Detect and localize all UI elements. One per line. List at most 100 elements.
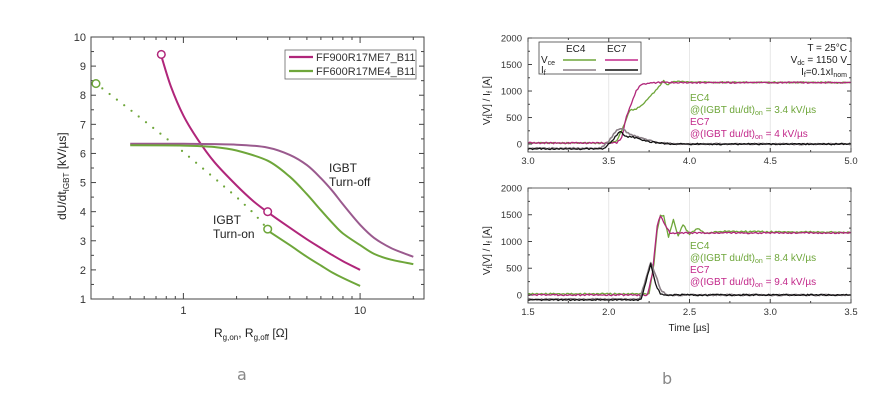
dotted-series-point xyxy=(115,98,118,101)
legend-row-vce: Vce xyxy=(541,55,555,67)
dotted-series-point xyxy=(101,87,104,90)
y-tick-label-b-top: 2000 xyxy=(501,34,522,45)
condition-if: If=0.1xInom xyxy=(801,67,847,79)
annotation-turn-on-line1: IGBT xyxy=(213,213,242,227)
annot-top-ec7-suffix: = 4 kV/µs xyxy=(763,129,808,140)
annot-bot-ec4-sub: on xyxy=(755,258,763,265)
x-tick-label-b-bottom: 2.5 xyxy=(683,307,696,318)
yl-bb-isub: f xyxy=(487,241,494,243)
vdc-val: = 1150 V xyxy=(805,55,848,66)
x-axis-label-a: Rg,on, Rg,off [Ω] xyxy=(214,326,288,342)
yl-bt-mid: [V] / I xyxy=(482,93,493,116)
y-tick-label-b-bottom: 2000 xyxy=(501,184,522,195)
ylabel-unit: [kV/µs] xyxy=(55,132,69,172)
xlabel-sub1: g,on xyxy=(223,333,239,342)
series-marker-circle xyxy=(263,224,273,234)
dotted-series-point xyxy=(180,149,184,152)
dotted-series-point xyxy=(130,109,133,112)
annot-bot-ec4-suffix: = 8.4 kV/µs xyxy=(763,253,816,264)
y-tick-label-b-bottom: 0 xyxy=(517,290,522,301)
annot-top-ec4-sub: on xyxy=(755,110,763,117)
y-tick-label-b-bottom: 1500 xyxy=(501,210,522,221)
annotation-turn-off-line2: Turn-off xyxy=(329,175,371,189)
dotted-series-point xyxy=(137,115,140,118)
y-tick-label-b-top: 1000 xyxy=(501,87,522,98)
y-tick-label-b-bottom: 1000 xyxy=(501,237,522,248)
x-axis-label-b: Time [µs] xyxy=(669,323,710,334)
x-tick-label-a: 10 xyxy=(354,305,366,317)
annot-top-ec7-label: EC7 xyxy=(690,117,710,128)
xlabel-sep: , xyxy=(238,326,245,340)
dotted-series-point xyxy=(250,210,253,213)
y-tick-label-a: 5 xyxy=(80,178,86,190)
series-marker-circle xyxy=(156,49,166,60)
x-tick-label-b-top: 3.5 xyxy=(602,156,615,167)
waveform-b-bottom-3 xyxy=(527,263,852,302)
y-tick-label-b-top: 0 xyxy=(517,140,522,151)
series-marker-circle xyxy=(91,79,101,89)
if-mid: =0.1xI xyxy=(806,67,834,78)
legend-vce-sub: ce xyxy=(548,60,556,67)
waveform-b-bottom-1 xyxy=(527,215,852,297)
annot-top-ec4-suffix: = 3.4 kV/µs xyxy=(763,105,816,116)
legend-col-ec7: EC7 xyxy=(607,44,627,55)
legend-a: FF900R17ME7_B11 FF600R17ME4_B11 xyxy=(284,49,417,80)
xlabel-main1: R xyxy=(214,326,223,340)
series-line-4 xyxy=(130,144,414,266)
yl-bb-v: V xyxy=(482,268,493,275)
if-main: I xyxy=(801,67,804,78)
legend-col-ec4: EC4 xyxy=(566,44,586,55)
annot-bot-ec4-label: EC4 xyxy=(690,241,710,252)
annot-bot-ec7-prefix: @(IGBT du/dt) xyxy=(690,277,755,288)
dotted-series-point xyxy=(166,138,169,141)
y-tick-label-a: 3 xyxy=(80,236,86,248)
vdc-main: V xyxy=(791,55,798,66)
caption-b: b xyxy=(662,369,672,388)
x-tick-label-b-bottom: 3.0 xyxy=(764,307,777,318)
annotation-turn-on-line2: Turn-on xyxy=(213,227,255,241)
dotted-series-point xyxy=(108,92,111,96)
dotted-series-point xyxy=(243,203,246,206)
legend-box-b xyxy=(538,41,642,75)
x-tick-label-b-top: 3.0 xyxy=(521,156,534,167)
condition-vdc: Vdc = 1150 V xyxy=(791,55,848,67)
y-tick-label-a: 10 xyxy=(74,32,86,44)
waveform-b-bottom-0 xyxy=(527,214,852,296)
legend-row-if: If xyxy=(541,65,546,77)
y-axis-label-b-top: Vf[V] / If [A] xyxy=(482,76,494,125)
y-tick-label-b-bottom: 500 xyxy=(506,264,522,275)
dotted-series-point xyxy=(262,223,265,226)
grid-b-bottom xyxy=(608,188,771,303)
x-tick-label-b-top: 4.0 xyxy=(683,156,696,167)
series-group-a xyxy=(91,49,414,287)
y-axis-label-a: dU/dtIGBT [kV/µs] xyxy=(55,132,71,220)
annot-bot-ec7-label: EC7 xyxy=(690,265,710,276)
annot-top-ec4-label: EC4 xyxy=(690,93,710,104)
legend-if-main: I xyxy=(541,65,544,76)
x-tick-label-b-top: 4.5 xyxy=(764,156,777,167)
vdc-sub: dc xyxy=(797,60,805,67)
legend-if-sub: f xyxy=(544,70,546,77)
ylabel-sub: IGBT xyxy=(62,173,71,192)
y-tick-label-b-top: 500 xyxy=(506,113,522,124)
annot-bot-ec7-suffix: = 9.4 kV/µs xyxy=(763,277,816,288)
series-marker-circle xyxy=(263,207,273,217)
dotted-series-point xyxy=(230,191,233,194)
x-tick-label-a: 1 xyxy=(180,305,186,317)
dotted-series-point xyxy=(152,126,155,129)
dotted-series-point xyxy=(256,216,259,219)
y-tick-label-a: 6 xyxy=(80,148,86,160)
series-line-2 xyxy=(267,229,361,287)
if-sub2: nom xyxy=(833,72,847,79)
legend-b: EC4 EC7 Vce If xyxy=(538,41,642,77)
yl-bt-v: V xyxy=(482,118,493,125)
annot-bot-ec4-prefix: @(IGBT du/dt) xyxy=(690,253,755,264)
dotted-series-point xyxy=(223,185,226,188)
dotted-series-point xyxy=(187,155,191,158)
condition-temp: T = 25°C xyxy=(807,43,847,54)
legend-vce-main: V xyxy=(541,55,548,66)
dotted-series-point xyxy=(237,197,240,200)
axis-ticks-a: 1 2 3 4 5 6 7 8 9 10 1 10 xyxy=(74,32,424,317)
yl-bb-end: [A] xyxy=(482,226,493,241)
